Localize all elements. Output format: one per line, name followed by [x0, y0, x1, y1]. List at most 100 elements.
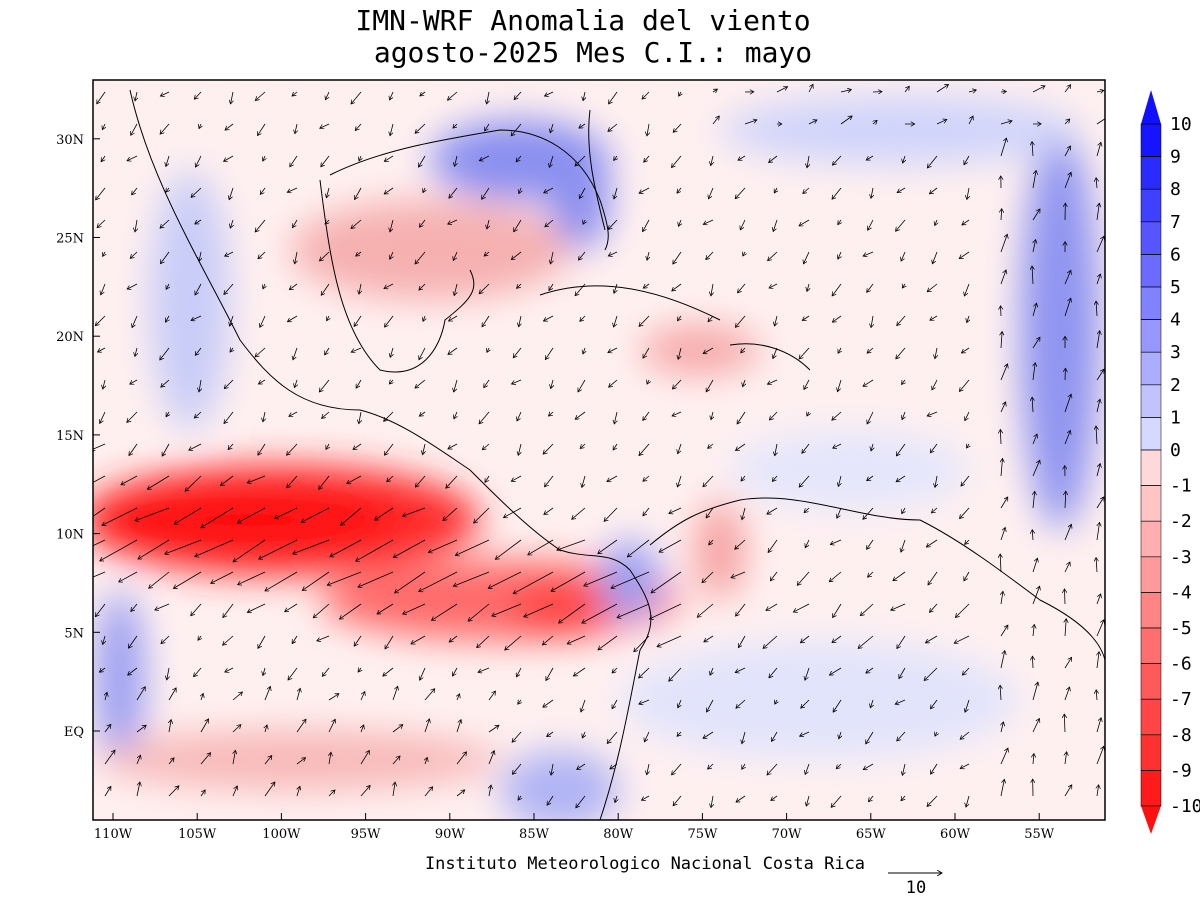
- wind-vector: [840, 116, 852, 125]
- wind-vector: [195, 283, 202, 295]
- colorbar-label: 8: [1170, 179, 1181, 200]
- wind-vector: [1032, 303, 1037, 317]
- wind-vector: [838, 475, 841, 486]
- x-tick-label: 65W: [856, 827, 887, 842]
- wind-vector: [457, 694, 460, 701]
- wind-vector: [431, 603, 458, 620]
- wind-vector: [454, 379, 458, 392]
- wind-vector: [415, 475, 426, 487]
- wind-vector: [296, 758, 306, 765]
- wind-vector: [453, 124, 457, 128]
- wind-vector: [557, 539, 586, 550]
- wind-vector: [832, 411, 842, 420]
- wind-vector: [191, 315, 202, 321]
- colorbar-label: -3: [1170, 547, 1192, 568]
- wind-vector: [735, 187, 746, 199]
- wind-vector: [452, 667, 458, 676]
- wind-vector: [582, 731, 585, 738]
- wind-vector: [573, 667, 586, 676]
- wind-vector: [355, 187, 362, 200]
- wind-vector: [392, 725, 403, 733]
- wind-vector: [200, 719, 209, 733]
- reference-label: 10: [906, 878, 926, 898]
- wind-vector: [402, 507, 426, 516]
- wind-vector: [659, 539, 682, 552]
- wind-vector: [489, 785, 491, 797]
- colorbar-box: [1140, 254, 1162, 288]
- wind-vector: [657, 635, 682, 647]
- colorbar-box: [1140, 188, 1162, 223]
- wind-vector: [392, 756, 400, 765]
- wind-vector: [1096, 718, 1101, 733]
- wind-vector: [801, 699, 810, 708]
- wind-vector: [1096, 620, 1104, 637]
- wind-vector: [1032, 434, 1037, 445]
- wind-vector: [321, 155, 330, 167]
- wind-vector: [576, 795, 586, 808]
- wind-vector: [768, 251, 778, 261]
- wind-vector: [965, 539, 970, 544]
- wind-vector: [1064, 270, 1071, 285]
- wind-vector: [1000, 497, 1008, 509]
- wind-vector: [479, 283, 490, 294]
- wind-vector: [775, 443, 777, 456]
- wind-vector: [644, 731, 650, 742]
- x-tick-label: 80W: [603, 827, 634, 842]
- wind-vector: [1033, 363, 1035, 381]
- wind-vector: [836, 763, 842, 769]
- wind-vector: [871, 187, 873, 198]
- wind-vector: [456, 790, 465, 797]
- wind-vector: [769, 283, 778, 288]
- wind-vector: [229, 187, 234, 200]
- wind-vector: [97, 91, 106, 104]
- wind-vector: [960, 763, 970, 769]
- colorbar-box: [1140, 485, 1162, 522]
- wind-vector: [419, 283, 426, 290]
- wind-vector: [870, 699, 873, 708]
- wind-vector: [449, 315, 458, 321]
- wind-vector: [614, 411, 617, 424]
- colorbar-box: [1140, 417, 1162, 451]
- wind-vector: [418, 155, 426, 167]
- wind-vector: [1096, 142, 1101, 157]
- wind-vector: [223, 635, 234, 645]
- wind-vector: [326, 187, 329, 198]
- colorbar-label: -4: [1170, 582, 1192, 603]
- wind-vector: [708, 315, 714, 322]
- wind-vector: [456, 752, 467, 765]
- wind-vector: [191, 187, 202, 197]
- wind-vector: [258, 379, 266, 384]
- wind-vector: [678, 699, 681, 708]
- wind-vector: [744, 120, 757, 125]
- wind-vector: [482, 187, 490, 199]
- wind-vector: [776, 87, 788, 93]
- wind-vector: [1001, 458, 1003, 477]
- wind-vector: [258, 635, 266, 648]
- wind-vector: [289, 411, 298, 416]
- wind-vector: [514, 219, 522, 232]
- wind-vector: [895, 699, 906, 704]
- wind-vector: [160, 219, 170, 228]
- wind-vector: [238, 571, 266, 585]
- wind-vector: [677, 315, 681, 321]
- wind-vector: [258, 443, 266, 455]
- wind-vector: [775, 315, 777, 326]
- wind-vector: [774, 187, 777, 193]
- wind-vector: [962, 219, 970, 225]
- wind-vector: [1064, 524, 1071, 541]
- wind-vector: [935, 347, 937, 359]
- wind-vector: [897, 731, 906, 741]
- wind-vector: [583, 347, 585, 354]
- colorbar-end: [1141, 90, 1161, 124]
- wind-vector: [697, 603, 714, 617]
- wind-vector: [319, 379, 330, 392]
- colorbar-label: -6: [1170, 654, 1192, 675]
- wind-vector: [575, 411, 586, 419]
- colorbar-box: [1140, 384, 1162, 418]
- wind-vector: [1032, 558, 1037, 573]
- wind-vector: [903, 155, 905, 163]
- wind-vector: [677, 475, 682, 487]
- wind-vector: [263, 155, 265, 161]
- wind-vector: [201, 693, 203, 701]
- wind-vector: [511, 475, 522, 481]
